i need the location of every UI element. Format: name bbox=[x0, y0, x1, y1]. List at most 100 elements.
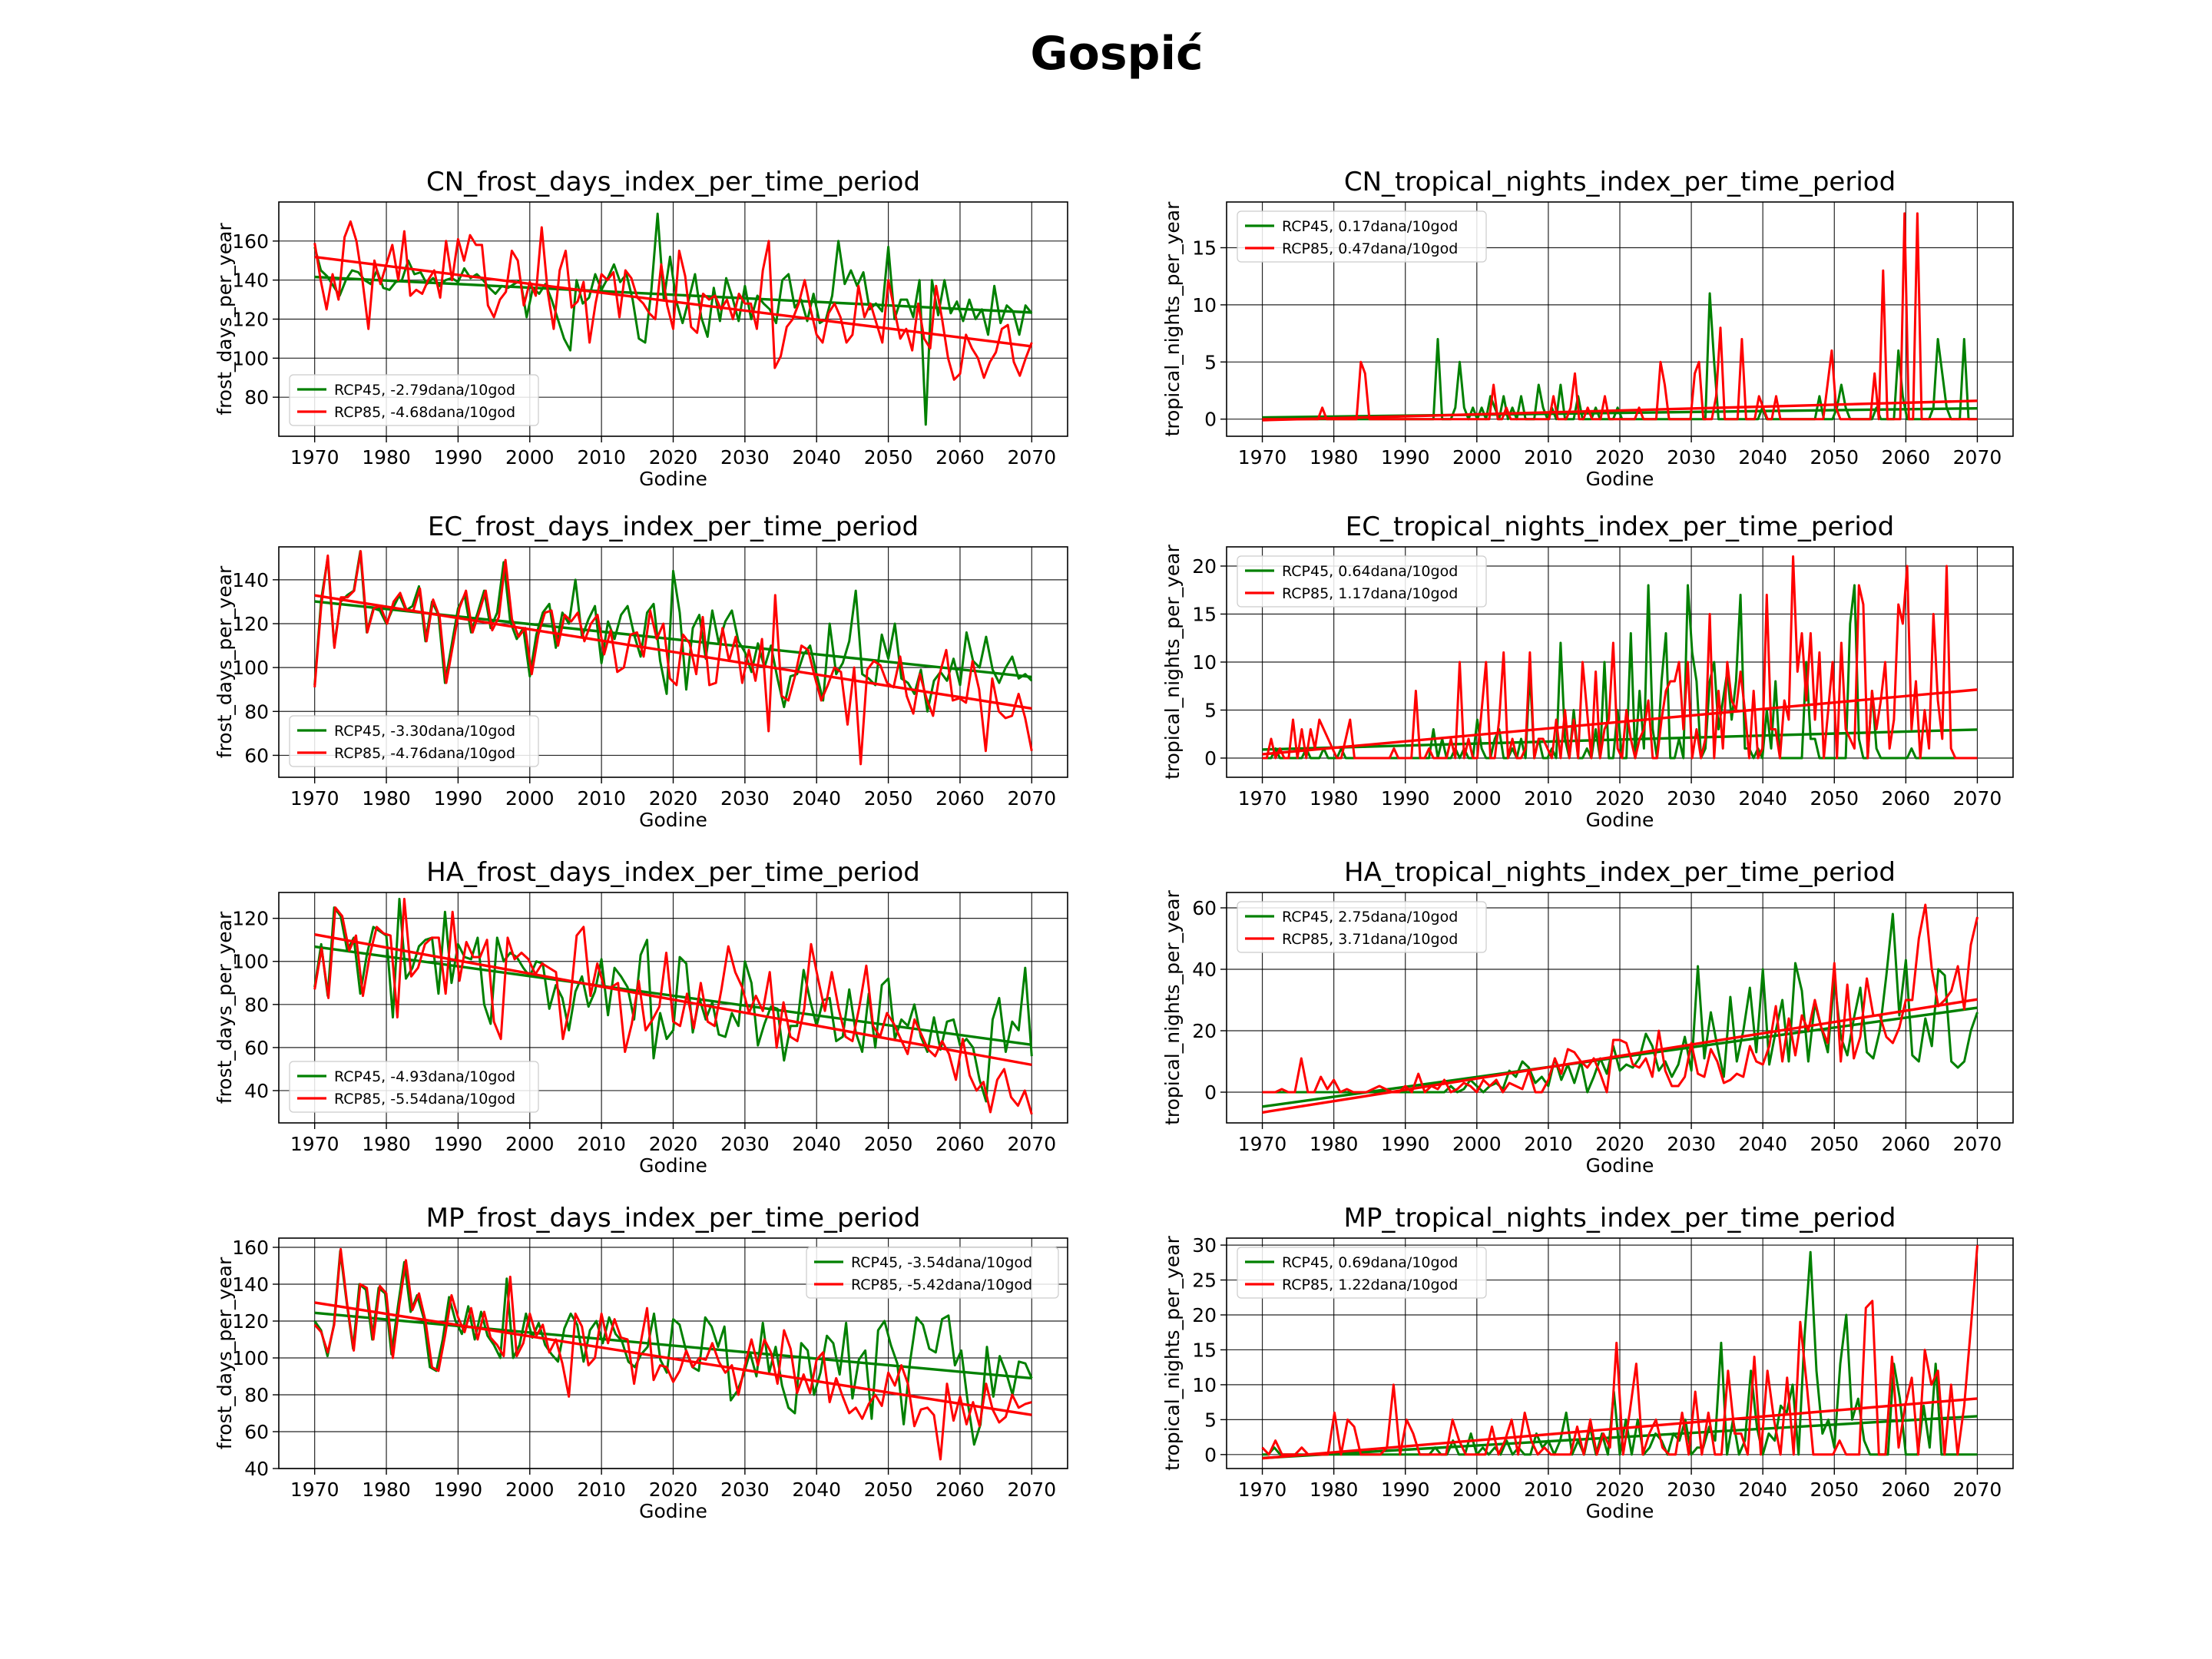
chart-0-series-0-trend bbox=[314, 275, 1032, 314]
chart-6-ytick-label-6: 160 bbox=[232, 1237, 269, 1259]
chart-panel-ha_tn: 1970 1980 1990 2000 2010 2020 2030 2040 2050 2060… bbox=[1161, 857, 2014, 1177]
chart-1-ytick-label-1: 5 bbox=[1204, 351, 1217, 373]
chart-0-xtick-label-8: 2050 bbox=[864, 446, 913, 469]
chart-3-legend-box bbox=[1237, 555, 1487, 608]
chart-6-legend-box bbox=[806, 1247, 1059, 1299]
chart-6-xlabel: Godine bbox=[639, 1500, 707, 1522]
chart-2-ytick-label-0: 60 bbox=[244, 744, 269, 767]
chart-3-ytick-label-3: 15 bbox=[1192, 604, 1217, 626]
chart-2-ytick-label-3: 120 bbox=[232, 613, 269, 635]
chart-1-legend: RCP45, 0.17dana/10god RCP85, 0.47dana/10g… bbox=[1237, 210, 1487, 263]
chart-0-series-1-trend bbox=[314, 255, 1032, 348]
chart-5-xtick-label-1: 1980 bbox=[1310, 1133, 1359, 1155]
chart-0-xtick-label-1: 1980 bbox=[362, 446, 411, 469]
chart-6-series-0-trend bbox=[314, 1311, 1032, 1380]
chart-0-xtick-label-6: 2030 bbox=[720, 446, 770, 469]
chart-6-ytick-label-2: 80 bbox=[244, 1384, 269, 1406]
chart-5-legend: RCP45, 2.75dana/10god RCP85, 3.71dana/10g… bbox=[1237, 901, 1487, 953]
chart-0-series-1-line bbox=[313, 220, 1033, 381]
chart-panel-ec_tn: 1970 1980 1990 2000 2010 2020 2030 2040 2050 2060… bbox=[1161, 512, 2014, 831]
chart-3-xtick-label-2: 1990 bbox=[1381, 787, 1430, 810]
chart-5-xtick-label-4: 2010 bbox=[1524, 1133, 1573, 1155]
chart-4-ytick-label-1: 60 bbox=[244, 1037, 269, 1059]
chart-4-xtick-label-3: 2000 bbox=[505, 1133, 555, 1155]
chart-0-xtick-label-0: 1970 bbox=[290, 446, 339, 469]
chart-1-xtick-label-5: 2020 bbox=[1595, 446, 1644, 469]
chart-7-legend-label-0: RCP45, 0.69dana/10god bbox=[1282, 1254, 1458, 1271]
figure-title: Gospić bbox=[1030, 27, 1203, 81]
chart-6-xtick-label-8: 2050 bbox=[864, 1479, 913, 1501]
chart-5-legend-box bbox=[1237, 901, 1487, 953]
chart-4-legend: RCP45, -4.93dana/10god RCP85, -5.54dana/1… bbox=[289, 1061, 539, 1113]
chart-7-xtick-label-1: 1980 bbox=[1310, 1479, 1359, 1501]
chart-1-xlabel: Godine bbox=[1586, 468, 1654, 490]
chart-7-xtick-label-7: 2040 bbox=[1738, 1479, 1787, 1501]
chart-6-ytick-label-3: 100 bbox=[232, 1347, 269, 1369]
chart-5-title: HA_tropical_nights_index_per_time_period bbox=[1344, 857, 1896, 888]
chart-4-series-1-line bbox=[313, 897, 1033, 1115]
chart-3-xtick-label-0: 1970 bbox=[1238, 787, 1287, 810]
chart-5-xtick-label-7: 2040 bbox=[1738, 1133, 1787, 1155]
chart-0-ytick-label-4: 160 bbox=[232, 230, 269, 253]
chart-2-legend-box bbox=[289, 715, 539, 767]
chart-2-legend-label-1: RCP85, -4.76dana/10god bbox=[334, 745, 515, 762]
chart-1-series-1-line bbox=[1262, 212, 1978, 421]
chart-6-ylabel: frost_days_per_year bbox=[214, 1257, 236, 1449]
chart-4-ylabel: frost_days_per_year bbox=[214, 911, 236, 1104]
chart-6-ytick-label-5: 140 bbox=[232, 1273, 269, 1296]
chart-7-legend: RCP45, 0.69dana/10god RCP85, 1.22dana/10g… bbox=[1237, 1247, 1487, 1299]
chart-5-xtick-label-10: 2070 bbox=[1953, 1133, 2002, 1155]
chart-0-xtick-label-4: 2010 bbox=[577, 446, 626, 469]
chart-7-xtick-label-8: 2050 bbox=[1810, 1479, 1859, 1501]
chart-panel-mp_fd: 1970 1980 1990 2000 2010 2020 2030 2040 2050 2060… bbox=[214, 1203, 1068, 1522]
chart-1-xtick-label-1: 1980 bbox=[1310, 446, 1359, 469]
chart-4-xtick-label-6: 2030 bbox=[720, 1133, 770, 1155]
chart-3-ylabel: tropical_nights_per_year bbox=[1161, 544, 1184, 780]
chart-6-title: MP_frost_days_index_per_time_period bbox=[426, 1203, 921, 1233]
chart-4-xtick-label-10: 2070 bbox=[1008, 1133, 1057, 1155]
chart-3-xtick-label-9: 2060 bbox=[1882, 787, 1931, 810]
chart-7-ytick-label-0: 0 bbox=[1204, 1444, 1217, 1466]
chart-4-xtick-label-7: 2040 bbox=[792, 1133, 841, 1155]
chart-4-xtick-label-8: 2050 bbox=[864, 1133, 913, 1155]
chart-2-legend: RCP45, -3.30dana/10god RCP85, -4.76dana/1… bbox=[289, 715, 539, 767]
chart-panel-ha_fd: 1970 1980 1990 2000 2010 2020 2030 2040 2050 2060… bbox=[214, 857, 1068, 1177]
chart-0-xtick-label-2: 1990 bbox=[434, 446, 483, 469]
chart-4-legend-label-0: RCP45, -4.93dana/10god bbox=[334, 1068, 515, 1085]
chart-2-xtick-label-7: 2040 bbox=[792, 787, 841, 810]
chart-3-xtick-label-10: 2070 bbox=[1953, 787, 2002, 810]
chart-7-xtick-label-4: 2010 bbox=[1524, 1479, 1573, 1501]
chart-3-xlabel: Godine bbox=[1586, 809, 1654, 831]
chart-7-xtick-label-6: 2030 bbox=[1667, 1479, 1716, 1501]
chart-1-legend-label-1: RCP85, 0.47dana/10god bbox=[1282, 240, 1458, 257]
chart-4-xtick-label-1: 1980 bbox=[362, 1133, 411, 1155]
chart-1-xtick-label-10: 2070 bbox=[1953, 446, 2002, 469]
chart-2-series-1-line bbox=[313, 550, 1033, 766]
chart-2-xtick-label-6: 2030 bbox=[720, 787, 770, 810]
chart-6-xtick-label-3: 2000 bbox=[505, 1479, 555, 1501]
chart-5-xtick-label-0: 1970 bbox=[1238, 1133, 1287, 1155]
chart-2-ytick-label-1: 80 bbox=[244, 700, 269, 723]
chart-4-legend-box bbox=[289, 1061, 539, 1113]
chart-7-ytick-label-5: 25 bbox=[1192, 1270, 1217, 1292]
chart-3-xtick-label-6: 2030 bbox=[1667, 787, 1716, 810]
chart-2-xtick-label-3: 2000 bbox=[505, 787, 555, 810]
chart-3-ytick-label-4: 20 bbox=[1192, 555, 1217, 578]
chart-7-ytick-label-4: 20 bbox=[1192, 1304, 1217, 1326]
chart-panel-cn_tn: 1970 1980 1990 2000 2010 2020 2030 2040 2050 2060… bbox=[1161, 167, 2014, 490]
chart-2-series-1-trend bbox=[314, 594, 1032, 710]
chart-2-xtick-label-8: 2050 bbox=[864, 787, 913, 810]
chart-0-plot-area bbox=[313, 212, 1033, 426]
chart-5-plot-area bbox=[1262, 903, 1979, 1114]
chart-7-xtick-label-0: 1970 bbox=[1238, 1479, 1287, 1501]
chart-6-legend: RCP45, -3.54dana/10god RCP85, -5.42dana/1… bbox=[806, 1247, 1059, 1299]
chart-4-xlabel: Godine bbox=[639, 1154, 707, 1177]
chart-2-legend-label-0: RCP45, -3.30dana/10god bbox=[334, 723, 515, 740]
chart-7-xtick-label-5: 2020 bbox=[1595, 1479, 1644, 1501]
chart-panel-mp_tn: 1970 1980 1990 2000 2010 2020 2030 2040 2050 2060… bbox=[1161, 1203, 2014, 1522]
chart-4-series-1-trend bbox=[314, 933, 1032, 1067]
chart-7-title: MP_tropical_nights_index_per_time_period bbox=[1344, 1203, 1896, 1233]
chart-2-xtick-label-1: 1980 bbox=[362, 787, 411, 810]
chart-6-xtick-label-5: 2020 bbox=[649, 1479, 698, 1501]
